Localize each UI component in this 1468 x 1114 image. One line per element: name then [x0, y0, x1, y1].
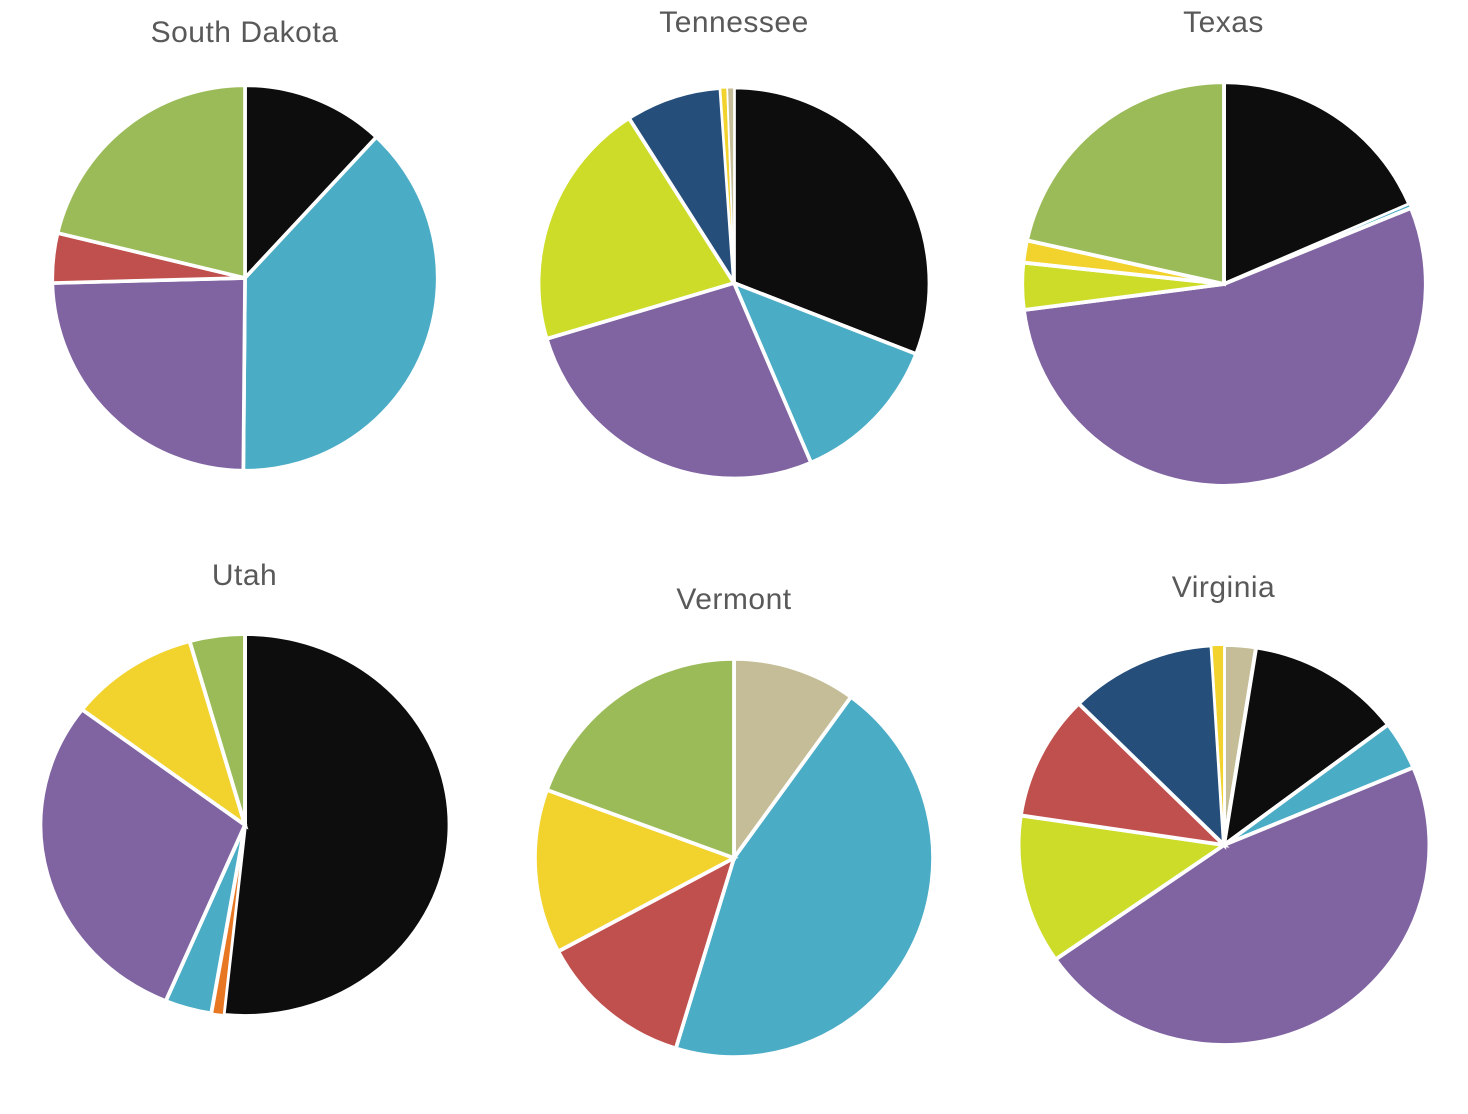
black-slice: Virginia: black 12.2% [1220, 645, 1391, 850]
chartreuse-slice: Virginia: chartreuse 12.1% [1016, 813, 1229, 963]
chart-title-virginia: Virginia [1171, 571, 1276, 604]
green-slice: South Dakota: green 21.3% [54, 83, 247, 281]
chartreuse-slice: Tennessee: chartreuse 20.6% [536, 115, 737, 342]
black-slice: Tennessee: black 30.9% [732, 85, 932, 357]
tan-slice: Vermont: tan 10% [732, 657, 854, 864]
pie-vermont: Vermont: tan 10%Vermont: teal 44.7%Vermo… [533, 657, 935, 1059]
chart-cell-tennessee: Tennessee Tennessee: black 30.9%Tennesse… [489, 0, 979, 557]
pie-wrap: Vermont: tan 10%Vermont: teal 44.7%Vermo… [515, 617, 953, 1077]
yellow-slice: Virginia: yellow 1% [1209, 644, 1225, 846]
red-slice: Vermont: red 12.5% [555, 854, 738, 1051]
teal-slice: South Dakota: teal 38.2% [240, 134, 440, 473]
purple-slice: Utah: purple 29% [38, 707, 247, 1004]
pie-wrap: Tennessee: black 30.9%Tennessee: teal 12… [519, 40, 949, 498]
black-slice: Texas: black 18.5% [1221, 80, 1412, 287]
purple-slice: Texas: purple 54.1% [1021, 205, 1428, 488]
chart-cell-utah: Utah Utah: black 51.7%Utah: orange 1%Uta… [0, 557, 489, 1114]
chart-title-vermont: Vermont [676, 583, 792, 616]
green-slice: Texas: green 21.5% [1024, 80, 1226, 287]
red-slice: Virginia: red 10.1% [1018, 700, 1230, 848]
teal-slice: Tennessee: teal 12.6% [730, 279, 919, 466]
pie-tennessee: Tennessee: black 30.9%Tennessee: teal 12… [536, 85, 932, 481]
green-slice: Vermont: green 19.4% [544, 657, 736, 861]
black-slice: South Dakota: black 11.9% [242, 83, 379, 283]
tan-slice: Tennessee: tan 0.6% [726, 86, 735, 284]
purple-slice: Tennessee: purple 26.8% [544, 280, 814, 481]
pie-wrap: Virginia: tan 2.5%Virginia: black 12.2%V… [998, 605, 1450, 1065]
chart-cell-texas: Texas Texas: black 18.5%Texas: teal 0.3%… [979, 0, 1468, 557]
pie-wrap: Texas: black 18.5%Texas: teal 0.3%Texas:… [1002, 40, 1446, 506]
chart-cell-south-dakota: South Dakota South Dakota: black 11.9%So… [0, 0, 489, 557]
chart-title-south-dakota: South Dakota [150, 16, 339, 49]
purple-slice: South Dakota: purple 24.4% [49, 276, 247, 473]
pie-wrap: South Dakota: black 11.9%South Dakota: t… [33, 50, 457, 490]
pie-texas: Texas: black 18.5%Texas: teal 0.3%Texas:… [1019, 80, 1428, 488]
green-slice: Utah: green 4.4% [186, 632, 247, 826]
navy-slice: Tennessee: navy 7.9% [626, 86, 736, 284]
chart-title-utah: Utah [211, 559, 278, 592]
black-slice: Utah: black 51.7% [220, 632, 451, 1018]
chart-title-texas: Texas [1183, 6, 1264, 39]
pie-south-dakota: South Dakota: black 11.9%South Dakota: t… [49, 83, 440, 473]
pie-virginia: Virginia: tan 2.5%Virginia: black 12.2%V… [1016, 643, 1431, 1047]
chart-title-tennessee: Tennessee [659, 6, 809, 39]
chart-cell-virginia: Virginia Virginia: tan 2.5%Virginia: bla… [979, 557, 1468, 1114]
pie-wrap: Utah: black 51.7%Utah: orange 1%Utah: te… [20, 593, 470, 1035]
yellow-slice: Utah: yellow 10.3% [78, 638, 248, 830]
yellow-slice: Vermont: yellow 13.3% [533, 787, 739, 955]
teal-slice: Vermont: teal 44.7% [673, 694, 935, 1059]
chart-cell-vermont: Vermont Vermont: tan 10%Vermont: teal 44… [489, 557, 979, 1114]
pie-utah: Utah: black 51.7%Utah: orange 1%Utah: te… [38, 632, 451, 1018]
purple-slice: Virginia: purple 46.6% [1052, 765, 1431, 1047]
navy-slice: Virginia: navy 11.5% [1075, 643, 1226, 850]
